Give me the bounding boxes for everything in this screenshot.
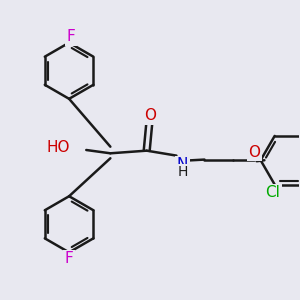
Text: F: F (66, 29, 75, 44)
Text: O: O (248, 145, 260, 160)
Text: H: H (177, 165, 188, 179)
Text: O: O (144, 109, 156, 124)
Text: F: F (65, 251, 74, 266)
Text: HO: HO (46, 140, 70, 155)
Text: N: N (177, 158, 188, 172)
Text: Cl: Cl (266, 185, 280, 200)
